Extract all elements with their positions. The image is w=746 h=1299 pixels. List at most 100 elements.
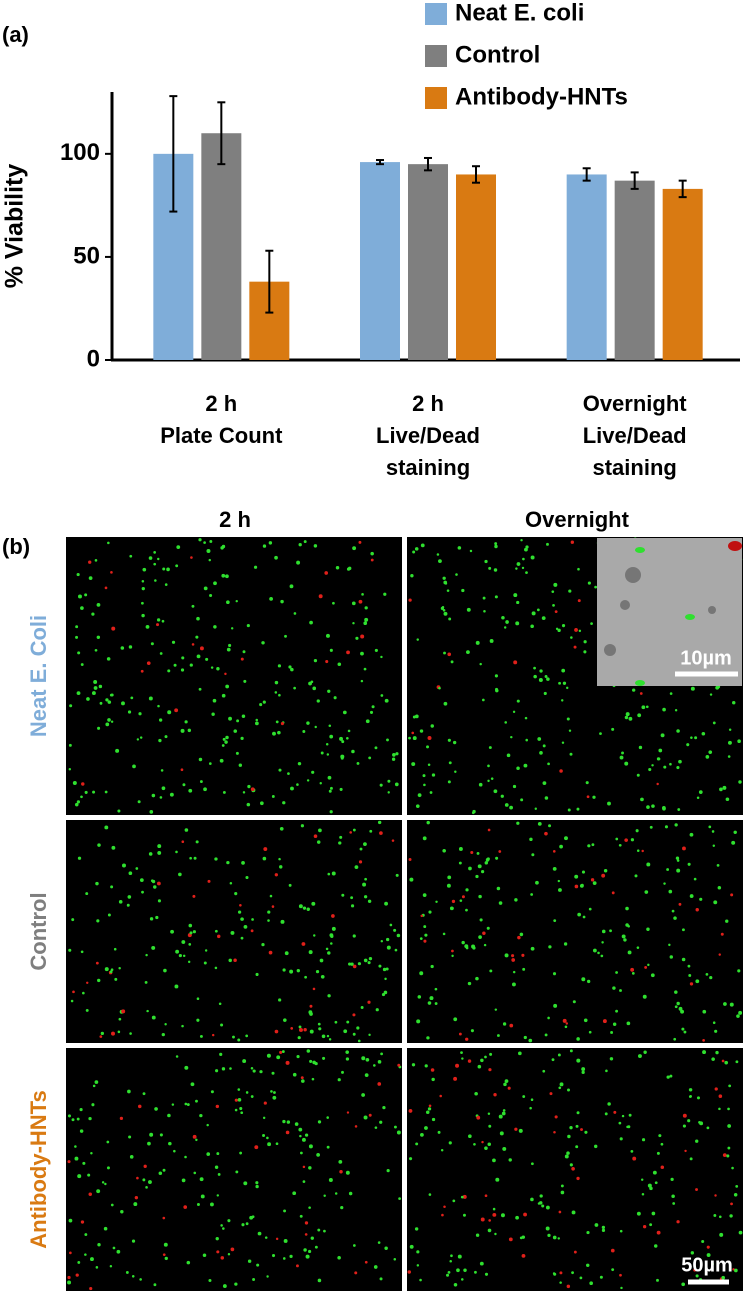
cell <box>189 663 193 667</box>
cell <box>329 786 333 790</box>
cell <box>478 782 483 787</box>
cell <box>235 1170 239 1174</box>
cell <box>448 1141 452 1145</box>
cell <box>535 880 539 885</box>
cell <box>93 680 98 684</box>
cell <box>269 596 273 601</box>
cell <box>308 950 313 955</box>
cell <box>323 1229 326 1233</box>
cell <box>635 829 639 833</box>
cell <box>84 790 88 794</box>
cell <box>552 604 555 607</box>
cell <box>502 1022 507 1026</box>
cell <box>133 1202 138 1207</box>
cell <box>186 1103 190 1106</box>
cell <box>368 756 372 760</box>
cell <box>118 1017 122 1021</box>
cell <box>273 1091 276 1094</box>
cell <box>455 573 458 576</box>
y-axis-label: % Viability <box>1 164 29 289</box>
cell <box>148 1180 152 1184</box>
cell <box>647 963 650 967</box>
cell <box>594 585 598 589</box>
cell <box>411 762 416 767</box>
cell <box>196 997 200 1001</box>
cell <box>284 634 287 638</box>
cell <box>725 919 729 923</box>
cell <box>498 901 503 905</box>
cell <box>669 762 672 766</box>
cell <box>443 611 448 616</box>
cell <box>259 1070 263 1074</box>
cell <box>522 1095 526 1098</box>
cell <box>340 1206 344 1210</box>
cell <box>145 1186 148 1189</box>
cell <box>702 1050 707 1055</box>
cell <box>709 693 713 696</box>
cell <box>688 1088 693 1092</box>
cell <box>457 1254 462 1259</box>
cell <box>620 1286 623 1290</box>
cell <box>80 795 83 799</box>
cell <box>188 923 193 928</box>
cell <box>479 1261 484 1266</box>
cell <box>360 679 364 683</box>
cell <box>326 1145 330 1149</box>
cell <box>105 698 109 702</box>
cell <box>221 693 226 698</box>
cell <box>493 789 498 794</box>
cell <box>458 861 462 865</box>
cell <box>513 593 518 598</box>
cell <box>325 660 329 664</box>
cell <box>581 870 586 874</box>
cell <box>448 617 452 621</box>
cell <box>551 590 555 593</box>
cell <box>583 640 587 644</box>
cell <box>717 885 722 890</box>
cell <box>713 900 718 905</box>
cell <box>195 1099 198 1103</box>
cell <box>67 1114 71 1118</box>
cell <box>191 604 195 608</box>
cell <box>573 1250 577 1254</box>
cell <box>496 1034 500 1037</box>
cell <box>233 729 238 733</box>
cell <box>623 938 627 942</box>
cell <box>694 736 698 740</box>
cell <box>345 1170 350 1175</box>
micrograph-background <box>66 1048 402 1291</box>
cell <box>91 691 96 696</box>
cell <box>308 1166 312 1170</box>
cell <box>712 1021 716 1024</box>
cell <box>364 1260 368 1264</box>
micrograph-background <box>66 820 402 1043</box>
cell <box>363 958 368 963</box>
cell <box>601 873 606 878</box>
cell <box>636 1211 641 1216</box>
cell <box>237 1038 241 1042</box>
cell <box>224 672 227 676</box>
cell <box>279 865 283 869</box>
cell <box>342 710 347 715</box>
cell <box>729 1002 734 1007</box>
cell <box>274 555 278 560</box>
cell <box>420 1133 424 1137</box>
cell <box>382 967 387 972</box>
cell <box>278 768 282 772</box>
cell <box>329 734 334 739</box>
cell <box>714 1194 717 1197</box>
cell <box>246 623 250 628</box>
cell <box>696 796 700 799</box>
cell <box>361 1056 366 1061</box>
legend-swatch <box>425 45 447 67</box>
cell <box>546 542 549 546</box>
cell <box>668 943 671 947</box>
cell <box>451 954 454 958</box>
cell <box>478 935 482 939</box>
cell <box>225 574 229 579</box>
cell <box>699 897 703 901</box>
cell <box>368 1033 371 1037</box>
cell <box>181 1024 184 1028</box>
x-tick-label: 2 h <box>412 391 444 416</box>
cell <box>292 1191 297 1196</box>
